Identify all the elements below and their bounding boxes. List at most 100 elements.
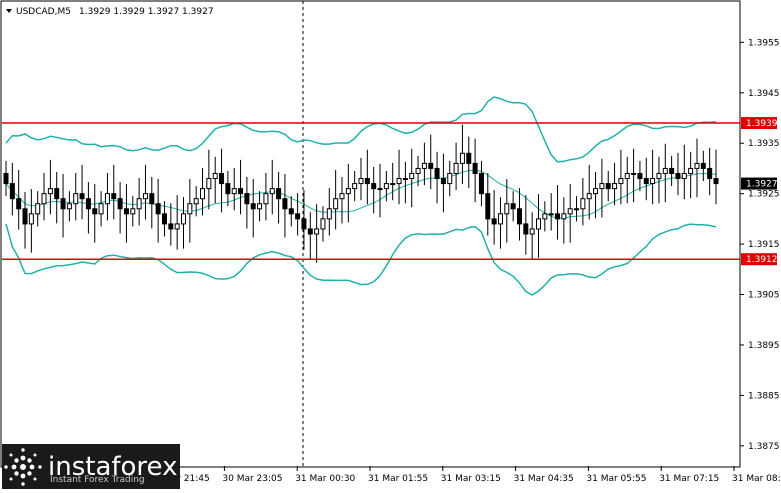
- level-tag: [741, 253, 777, 266]
- plot-frame: [0, 0, 741, 468]
- candle-body: [377, 188, 383, 191]
- header-dropdown-icon[interactable]: [6, 9, 12, 13]
- logo-wordmark: instaforex: [48, 451, 178, 482]
- candle-body: [383, 183, 389, 190]
- candle-body: [453, 162, 459, 174]
- candle-body: [637, 172, 643, 180]
- candle-body: [491, 218, 497, 225]
- x-tick-label: 31 Mar 00:30: [295, 474, 355, 484]
- candle-body: [231, 188, 237, 195]
- candle-body: [472, 162, 478, 174]
- candle-body: [168, 223, 174, 230]
- candle-body: [104, 193, 110, 205]
- candle-body: [123, 208, 129, 215]
- candle-body: [79, 193, 85, 200]
- candle-body: [333, 198, 339, 210]
- candle-body: [618, 178, 624, 185]
- symbol-label: USDCAD,M5: [16, 7, 71, 17]
- candle-body: [161, 213, 167, 225]
- candle-body: [561, 213, 567, 220]
- candle-body: [542, 213, 548, 220]
- candle-body: [314, 228, 320, 235]
- y-tick-label: 1.3925: [748, 190, 780, 200]
- candle-body: [504, 203, 510, 215]
- candle-body: [707, 167, 713, 180]
- levels: 1.3939 1.3912 1.3927: [2, 117, 778, 266]
- ohlc-label: 1.3929 1.3929 1.3927 1.3927: [79, 7, 214, 17]
- candle-body: [688, 167, 694, 174]
- candle-body: [650, 178, 656, 185]
- candle-body: [320, 218, 326, 230]
- candle-body: [3, 172, 9, 185]
- candle-body: [263, 193, 269, 205]
- candle-body: [662, 167, 668, 174]
- candle-body: [364, 178, 370, 185]
- x-tick-label: 31 Mar 03:15: [441, 474, 501, 484]
- candle-body: [485, 193, 491, 220]
- candle-body: [447, 172, 453, 185]
- candle-body: [16, 198, 22, 210]
- candle-body: [73, 193, 79, 205]
- candle-body: [200, 188, 206, 200]
- y-tick-label: 1.3915: [748, 240, 780, 250]
- candle-body: [288, 208, 294, 215]
- candle-body: [681, 172, 687, 180]
- x-tick-label: 31 Mar 07:15: [659, 474, 719, 484]
- y-tick-label: 1.3885: [748, 391, 780, 401]
- candle-body: [22, 208, 28, 225]
- logo-icon: [4, 447, 42, 486]
- current-price-label: 1.3927: [746, 180, 778, 190]
- candle-body: [66, 203, 72, 210]
- x-tick-label: 31 Mar 01:55: [368, 474, 428, 484]
- bollinger-bands: [5, 96, 717, 296]
- candle-body: [440, 178, 446, 185]
- candle-body: [352, 183, 358, 190]
- candle-body: [206, 178, 212, 190]
- level-tag: [741, 117, 777, 130]
- candle-body: [212, 172, 218, 180]
- logo-tagline: Instant Forex Trading: [50, 475, 145, 485]
- candle-body: [276, 188, 282, 200]
- x-tick-label: 31 Mar 08:35: [732, 474, 781, 484]
- candle-body: [339, 193, 345, 200]
- candle-body: [35, 203, 41, 215]
- y-tick-label: 1.3875: [748, 442, 780, 452]
- candle-body: [238, 188, 244, 195]
- candle-body: [548, 213, 554, 216]
- x-tick-label: 31 Mar 05:55: [586, 474, 646, 484]
- candle-body: [510, 203, 516, 210]
- candle-body: [326, 208, 332, 220]
- candle-body: [193, 198, 199, 205]
- candle-body: [624, 172, 630, 180]
- middle-band: [5, 169, 717, 219]
- candle-body: [656, 172, 662, 180]
- candles: [3, 124, 719, 263]
- candle-body: [142, 193, 148, 200]
- candle-body: [459, 152, 465, 164]
- candle-body: [136, 198, 142, 210]
- y-tick-label: 1.3905: [748, 291, 780, 301]
- candle-body: [117, 198, 123, 210]
- candle-body: [250, 203, 256, 210]
- candle-body: [669, 167, 675, 174]
- candle-body: [307, 228, 313, 235]
- candle-body: [675, 172, 681, 180]
- candle-body: [580, 198, 586, 210]
- y-tick-label: 1.3955: [748, 38, 780, 48]
- candle-body: [244, 193, 250, 205]
- candle-body: [130, 208, 136, 215]
- candle-body: [586, 193, 592, 200]
- candle-body: [421, 162, 427, 169]
- candle-body: [345, 188, 351, 195]
- candle-body: [497, 213, 503, 225]
- candle-body: [599, 183, 605, 190]
- lower-band: [5, 223, 717, 296]
- candle-body: [536, 218, 541, 230]
- candle-body: [700, 162, 706, 169]
- candle-body: [574, 208, 580, 211]
- candle-body: [409, 172, 415, 180]
- candle-body: [54, 188, 60, 200]
- candle-body: [149, 193, 155, 205]
- candle-body: [402, 178, 408, 181]
